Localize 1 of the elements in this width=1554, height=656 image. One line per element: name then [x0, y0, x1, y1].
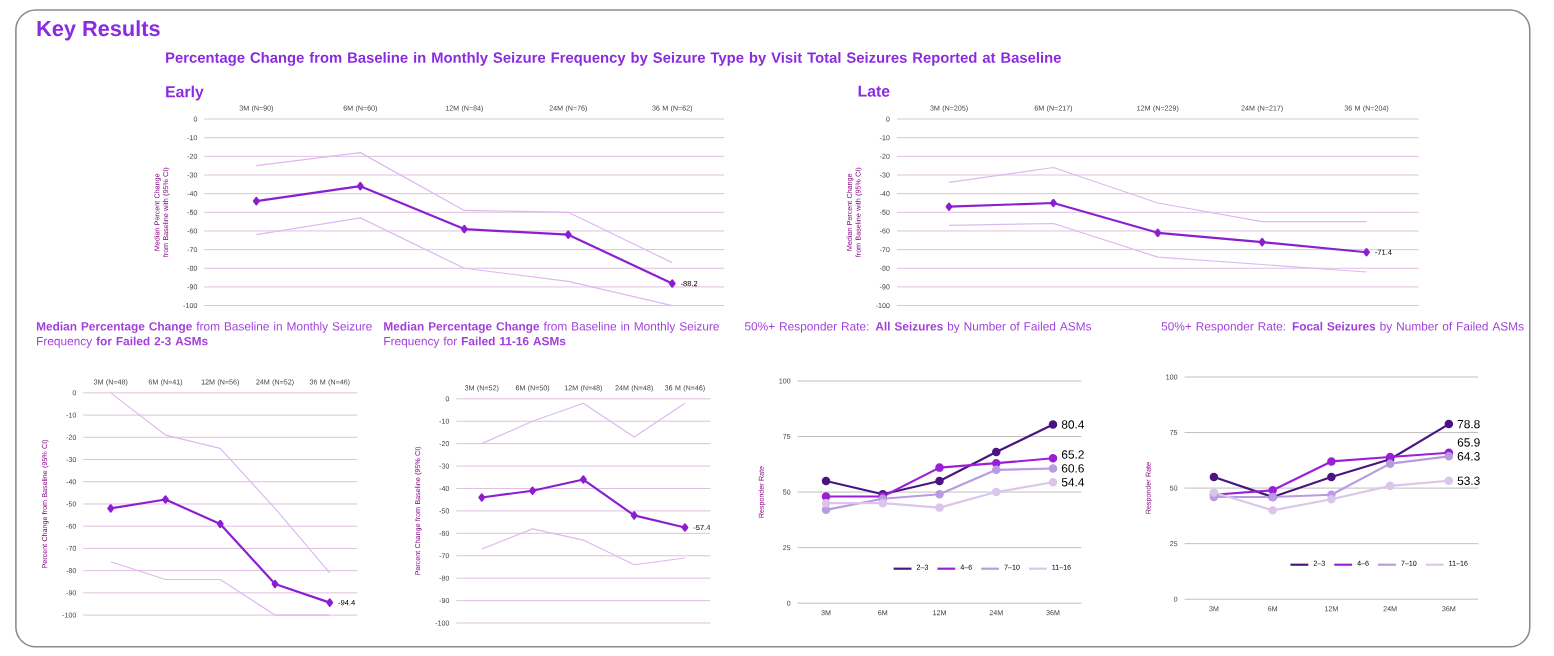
text: Key Results — [37, 19, 160, 41]
